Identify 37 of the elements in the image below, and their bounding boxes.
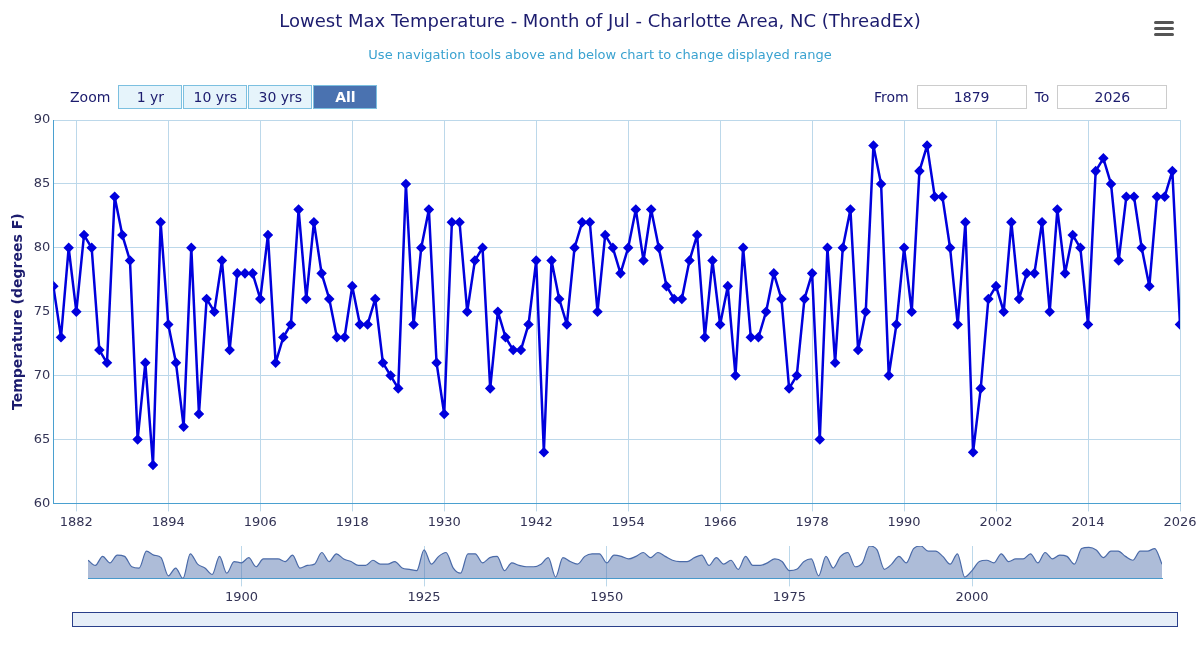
text: To bbox=[1033, 89, 1051, 105]
x-tick-label: 1906 bbox=[243, 513, 277, 529]
y-tick-label: 70 bbox=[33, 366, 51, 382]
x-tick-label: 2002 bbox=[979, 513, 1013, 529]
chart-title: Lowest Max Temperature - Month of Jul - Charlotte Area, NC (ThreadEx) bbox=[278, 10, 922, 31]
y-tick-label: 90 bbox=[33, 111, 51, 127]
text: 1879 bbox=[916, 85, 1027, 109]
text: 10 yrs bbox=[183, 85, 248, 109]
text: 1 yr bbox=[118, 85, 183, 109]
text: 2026 bbox=[1057, 85, 1168, 109]
y-tick-label: 65 bbox=[33, 430, 51, 446]
x-tick-label: 1950 bbox=[590, 588, 624, 604]
text: Zoom bbox=[69, 89, 112, 105]
x-tick-label: 1975 bbox=[772, 588, 806, 604]
x-tick-label: 2026 bbox=[1163, 513, 1197, 529]
x-tick-label: 2000 bbox=[955, 588, 989, 604]
y-tick-label: 80 bbox=[33, 239, 51, 255]
x-tick-label: 1990 bbox=[887, 513, 921, 529]
chart-subtitle: Use navigation tools above and below chart to change displayed range bbox=[367, 47, 833, 62]
x-tick-label: 1966 bbox=[703, 513, 737, 529]
y-axis-title: Temperature (degrees F) bbox=[9, 213, 26, 410]
x-tick-label: 1930 bbox=[427, 513, 461, 529]
x-tick-label: 1925 bbox=[407, 588, 441, 604]
x-tick-label: 2014 bbox=[1071, 513, 1105, 529]
y-tick-label: 60 bbox=[33, 494, 51, 510]
y-tick-label: 75 bbox=[33, 303, 51, 319]
text: 30 yrs bbox=[248, 85, 313, 109]
x-tick-label: 1918 bbox=[335, 513, 369, 529]
x-tick-label: 1942 bbox=[519, 513, 553, 529]
y-tick-label: 85 bbox=[33, 175, 51, 191]
x-tick-label: 1882 bbox=[59, 513, 93, 529]
x-tick-label: 1894 bbox=[151, 513, 185, 529]
text: From bbox=[873, 89, 910, 105]
x-tick-label: 1978 bbox=[795, 513, 829, 529]
text: All bbox=[313, 85, 378, 109]
x-tick-label: 1900 bbox=[224, 588, 258, 604]
x-tick-label: 1954 bbox=[611, 513, 645, 529]
